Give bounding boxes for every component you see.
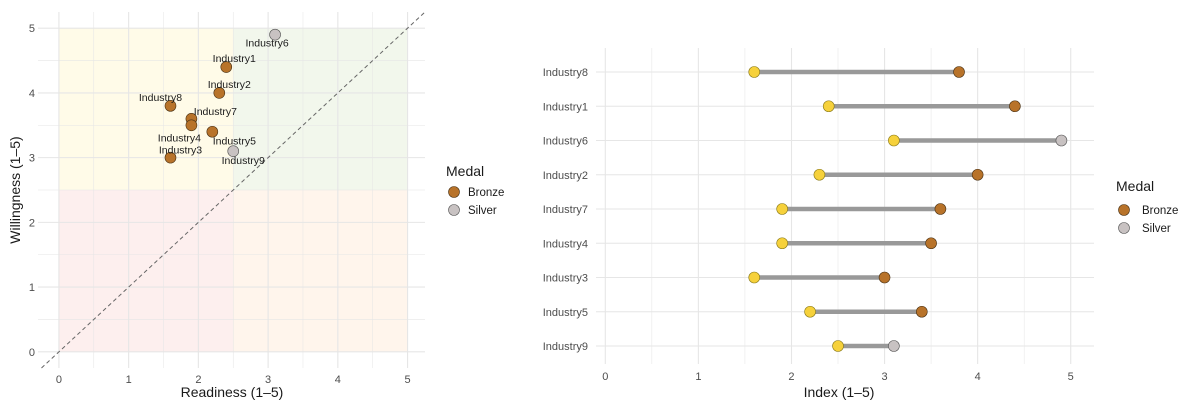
dumbbell-x-tick-labels: 0 1 2 3 4 5 (602, 371, 1074, 383)
x-tick-label: 5 (405, 374, 411, 386)
scatter-legend-bronze-key (448, 186, 460, 198)
dumbbell-start-point (804, 305, 816, 318)
scatter-point-label: Industry5 (213, 136, 256, 148)
scatter-point-label: Industry2 (208, 79, 251, 91)
dumbbell-start-point (888, 134, 900, 147)
dumbbell-category-label: Industry2 (543, 170, 588, 182)
x-tick-label: 2 (195, 374, 201, 386)
dumbbell-legend-title: Medal (1116, 178, 1154, 194)
scatter-legend-silver-key (448, 204, 460, 216)
x-tick-label: 3 (881, 371, 887, 383)
scatter-y-tick-labels: 0 1 2 3 4 5 (29, 23, 35, 359)
dumbbell-category-label: Industry5 (543, 307, 588, 319)
x-tick-label: 3 (265, 374, 271, 386)
scatter-point-label: Industry8 (139, 92, 182, 104)
dumbbell-panel: Industry8 Industry1 Industry6 Industry2 Indu… (543, 48, 1178, 400)
dumbbell-legend-bronze-key (1118, 204, 1130, 216)
scatter-point-label: Industry3 (159, 145, 202, 157)
dumbbell-category-label: Industry4 (543, 238, 588, 250)
scatter-point (206, 125, 219, 138)
scatter-point-label: Industry6 (245, 38, 288, 50)
scatter-point-label: Industry7 (194, 106, 237, 118)
dumbbell-end-point (915, 305, 928, 318)
dumbbell-end-point (878, 271, 891, 284)
dumbbell-category-label: Industry8 (543, 67, 588, 79)
scatter-gridlines (38, 12, 425, 368)
x-tick-label: 0 (56, 374, 62, 386)
scatter-point (185, 119, 198, 132)
dumbbell-end-point (925, 237, 937, 250)
x-tick-label: 4 (335, 374, 341, 386)
x-tick-label: 2 (788, 371, 794, 383)
y-tick-label: 2 (29, 217, 35, 229)
dumbbell-category-label: Industry9 (543, 341, 588, 353)
scatter-point (213, 87, 226, 99)
dumbbell-category-label: Industry7 (543, 204, 588, 216)
scatter-legend-silver-label: Silver (468, 205, 497, 217)
scatter-point (269, 28, 281, 41)
dumbbell-points (748, 66, 1068, 352)
scatter-panel: Industry6 Industry1 Industry2 Industry8 Indu… (7, 11, 504, 400)
scatter-point (227, 145, 240, 157)
scatter-point-label: Industry9 (222, 155, 265, 167)
dumbbell-category-labels: Industry8 Industry1 Industry6 Industry2 Indu… (543, 67, 588, 353)
scatter-x-axis-title: Readiness (1–5) (181, 384, 284, 400)
x-tick-label: 1 (695, 371, 701, 383)
dumbbell-legend-silver-key (1118, 222, 1130, 234)
dumbbell-start-point (776, 203, 788, 215)
y-tick-label: 5 (29, 23, 35, 35)
diagonal-reference-line (41, 11, 426, 369)
dumbbell-bars (754, 69, 1062, 349)
dumbbell-start-point (832, 340, 844, 352)
y-tick-label: 3 (29, 153, 35, 165)
dumbbell-category-label: Industry1 (543, 101, 588, 113)
x-tick-label: 0 (602, 371, 608, 383)
dumbbell-legend-silver-label: Silver (1142, 223, 1171, 235)
identity-line (41, 11, 426, 369)
dumbbell-x-axis-title: Index (1–5) (804, 384, 875, 400)
dumbbell-start-point (822, 100, 835, 113)
scatter-point (164, 100, 177, 112)
dumbbell-end-point (934, 203, 947, 215)
dumbbell-start-point (748, 271, 761, 284)
scatter-point-label: Industry4 (158, 132, 201, 144)
dumbbell-end-point (971, 168, 984, 181)
scatter-legend-title: Medal (446, 163, 484, 179)
scatter-points (164, 28, 281, 164)
x-tick-label: 1 (126, 374, 132, 386)
dumbbell-category-label: Industry3 (543, 273, 588, 285)
dumbbell-legend-bronze-label: Bronze (1142, 205, 1178, 217)
scatter-point (164, 151, 177, 164)
scatter-legend-bronze-label: Bronze (468, 187, 504, 199)
dumbbell-category-label: Industry6 (543, 136, 588, 148)
y-tick-label: 4 (29, 88, 35, 100)
scatter-point-labels: Industry6 Industry1 Industry2 Industry8 Indu… (139, 38, 289, 168)
dumbbell-end-point (888, 340, 900, 352)
dumbbell-end-point (1055, 134, 1068, 147)
quadrant-top-left (58, 28, 234, 190)
dumbbell-start-point (748, 66, 761, 78)
dumbbell-end-point (1009, 100, 1021, 113)
y-tick-label: 1 (29, 282, 35, 294)
dumbbell-start-point (776, 237, 788, 250)
quadrant-bottom-right (233, 190, 408, 352)
dumbbell-gridlines (596, 48, 1094, 364)
dumbbell-legend: Medal Bronze Silver (1116, 178, 1178, 235)
scatter-x-tick-labels: 0 1 2 3 4 5 (56, 374, 411, 386)
dumbbell-end-point (953, 66, 965, 78)
scatter-point (220, 61, 233, 73)
scatter-y-axis-title: Willingness (1–5) (7, 136, 23, 243)
scatter-point-label: Industry1 (213, 53, 256, 65)
y-tick-label: 0 (29, 347, 35, 359)
scatter-legend: Medal Bronze Silver (446, 163, 504, 217)
x-tick-label: 5 (1068, 371, 1074, 383)
dumbbell-start-point (813, 168, 826, 181)
x-tick-label: 4 (975, 371, 981, 383)
